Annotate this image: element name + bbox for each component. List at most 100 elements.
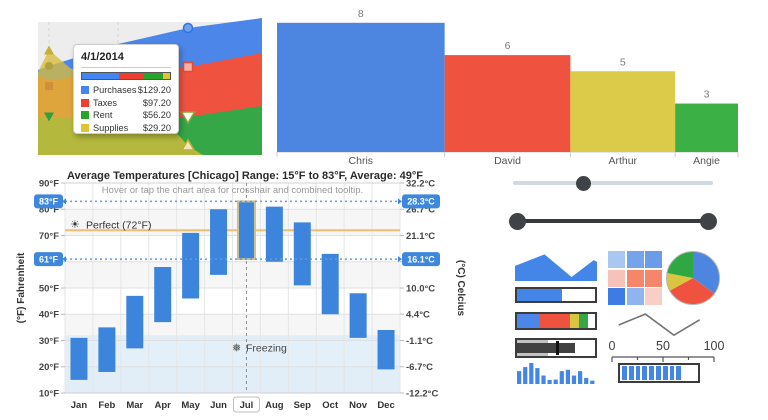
heatmap-cell[interactable] bbox=[645, 251, 662, 268]
bar-gauge-segment bbox=[628, 366, 634, 380]
sun-icon: ☀ bbox=[70, 219, 80, 231]
bar-gauge bbox=[618, 363, 700, 383]
temp-bar-sep[interactable] bbox=[293, 222, 311, 286]
left-badge-label: 61°F bbox=[39, 254, 59, 264]
pie-slice[interactable] bbox=[693, 251, 720, 294]
month-label-may: May bbox=[181, 400, 200, 411]
left-constant-badge bbox=[34, 252, 63, 267]
bar-gauge-segment bbox=[649, 366, 654, 380]
triangle-up-marker[interactable] bbox=[44, 45, 54, 55]
mini-column-bar bbox=[584, 377, 589, 384]
heatmap-cell[interactable] bbox=[626, 269, 644, 287]
bar-david[interactable] bbox=[444, 55, 571, 152]
mini-column-bar bbox=[590, 380, 595, 384]
temp-bar-mar[interactable] bbox=[126, 295, 144, 349]
mini-column-chart bbox=[517, 363, 595, 384]
pie-slice[interactable] bbox=[669, 278, 715, 305]
heatmap-cell[interactable] bbox=[608, 251, 625, 268]
legend-swatch-icon bbox=[81, 98, 89, 107]
tooltip-date: 4/1/2014 bbox=[81, 51, 124, 63]
triangle-up-marker[interactable] bbox=[180, 138, 196, 151]
mini-column-bar bbox=[553, 379, 558, 384]
heatmap-cell[interactable] bbox=[645, 288, 662, 305]
triangle-down-marker[interactable] bbox=[180, 111, 196, 125]
mini-column-bar bbox=[523, 367, 528, 384]
bar-gauge-segment bbox=[635, 366, 641, 380]
tooltip-legend: Purchases $129.20 Taxes $97.20 Rent $56.20 Sup… bbox=[81, 85, 171, 133]
left-badge-arrow bbox=[62, 256, 66, 263]
temp-bar-nov[interactable] bbox=[349, 293, 367, 338]
left-constant-badge bbox=[34, 194, 63, 209]
pie-slice[interactable] bbox=[666, 273, 694, 291]
triangle-down-marker[interactable] bbox=[44, 112, 54, 122]
square-marker[interactable] bbox=[45, 82, 53, 90]
heatmap-cell[interactable] bbox=[608, 269, 625, 287]
right-tick-label: -1.1°C bbox=[406, 336, 433, 347]
temp-bar-dec[interactable] bbox=[377, 330, 395, 370]
right-tick-label: -12.2°C bbox=[406, 388, 438, 399]
temp-bar-feb[interactable] bbox=[98, 327, 116, 372]
month-label-aug: Aug bbox=[265, 400, 284, 411]
right-badge-arrow bbox=[398, 198, 402, 205]
area-sparkline bbox=[515, 254, 597, 281]
bar-arthur[interactable] bbox=[570, 71, 676, 152]
bar-category-label: Arthur bbox=[608, 155, 637, 167]
pie-outline bbox=[666, 251, 720, 305]
bar-gauge-segment bbox=[622, 366, 627, 380]
month-label-apr: Apr bbox=[155, 400, 172, 411]
temp-bar-aug[interactable] bbox=[265, 206, 283, 262]
legend-value: $97.20 bbox=[142, 97, 171, 108]
mini-column-bar bbox=[547, 379, 552, 384]
range-slider-left-handle[interactable] bbox=[509, 212, 526, 230]
range-slider-right-handle[interactable] bbox=[700, 212, 717, 230]
stacked-bar-widget bbox=[515, 312, 597, 330]
selected-month-box[interactable] bbox=[232, 396, 260, 413]
bar-chris[interactable] bbox=[277, 22, 445, 152]
bar-value-label: 6 bbox=[505, 40, 511, 52]
right-constant-badge bbox=[402, 252, 440, 267]
temp-bar-apr[interactable] bbox=[154, 267, 172, 323]
people-bar-chart: 8 Chris 6 David 5 Arthur 3 Angie bbox=[276, 8, 739, 167]
legend-label: Purchases bbox=[93, 85, 137, 95]
tooltip-bar-segment bbox=[144, 73, 163, 79]
left-tick-label: 20°F bbox=[39, 362, 59, 373]
temp-bar-oct[interactable] bbox=[321, 253, 339, 315]
temp-bar-jun[interactable] bbox=[210, 209, 228, 275]
right-badge-label: 28.3°C bbox=[407, 197, 435, 207]
line-sparkline-path[interactable] bbox=[618, 313, 701, 337]
chart-subtitle: Hover or tap the chart area for crosshai… bbox=[102, 185, 363, 196]
mini-column-bar bbox=[541, 375, 546, 384]
slider-handle[interactable] bbox=[575, 175, 591, 191]
tooltip-legend-row: Purchases $129.20 bbox=[81, 85, 171, 95]
legend-label: Supplies bbox=[93, 122, 129, 133]
mini-column-bar bbox=[529, 363, 534, 384]
month-label-sep: Sep bbox=[294, 400, 312, 411]
temp-bar-jan[interactable] bbox=[70, 337, 88, 380]
heatmap-cell[interactable] bbox=[608, 288, 625, 305]
range-slider[interactable] bbox=[509, 212, 717, 230]
area-point-markers-hover[interactable] bbox=[180, 22, 196, 151]
month-label-mar: Mar bbox=[126, 400, 143, 411]
circle-marker[interactable] bbox=[182, 22, 194, 34]
bullet-chart bbox=[515, 338, 597, 358]
right-tick-label: 4.4°C bbox=[406, 310, 430, 321]
area-point-markers-left[interactable] bbox=[44, 45, 54, 122]
heatmap-cell[interactable] bbox=[626, 288, 644, 305]
temp-bar-may[interactable] bbox=[182, 232, 200, 299]
heatmap-cell[interactable] bbox=[626, 251, 644, 268]
heatmap-cell[interactable] bbox=[645, 269, 662, 287]
range-slider-track[interactable] bbox=[517, 219, 709, 223]
linear-scale: 0 50 100 bbox=[609, 339, 724, 362]
legend-value: $29.20 bbox=[142, 122, 171, 133]
bar-angie[interactable] bbox=[675, 103, 738, 152]
circle-marker[interactable] bbox=[45, 62, 53, 70]
pie-slice[interactable] bbox=[666, 251, 693, 279]
slider-track[interactable] bbox=[513, 175, 713, 191]
right-tick-label: 26.7°C bbox=[406, 205, 435, 216]
area-sparkline-shape[interactable] bbox=[515, 254, 597, 281]
bar-value-label: 3 bbox=[704, 89, 710, 101]
month-label-oct: Oct bbox=[322, 400, 339, 411]
square-marker[interactable] bbox=[182, 61, 194, 73]
temp-bar-jul[interactable] bbox=[236, 200, 256, 261]
left-tick-label: 50°F bbox=[39, 283, 59, 294]
